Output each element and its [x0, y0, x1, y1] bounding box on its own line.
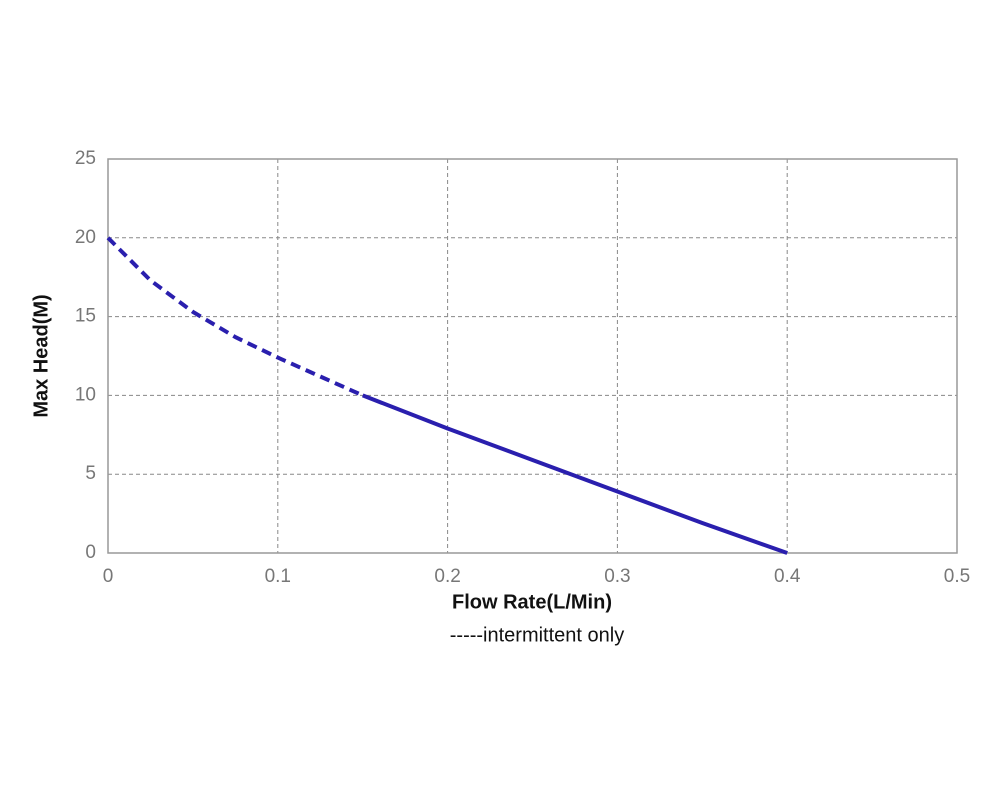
x-axis-title: Flow Rate(L/Min) [452, 591, 612, 613]
y-tick-label: 20 [75, 227, 96, 248]
x-tick-label: 0.3 [604, 566, 630, 587]
x-tick-label: 0.4 [774, 566, 801, 587]
x-tick-label: 0.5 [944, 566, 970, 587]
y-tick-label: 25 [75, 148, 96, 169]
y-tick-label: 0 [85, 542, 96, 563]
y-tick-label: 5 [85, 463, 96, 484]
annotation: -----intermittent only [450, 624, 624, 646]
y-tick-label: 15 [75, 306, 96, 327]
line-series [361, 393, 788, 555]
y-axis-title: Max Head(M) [30, 294, 52, 417]
x-tick-label: 0.1 [265, 566, 291, 587]
line-series [106, 236, 364, 398]
x-tick-label: 0 [103, 566, 114, 587]
x-tick-label: 0.2 [434, 566, 460, 587]
y-tick-label: 10 [75, 384, 96, 405]
plot-frame [107, 158, 958, 554]
